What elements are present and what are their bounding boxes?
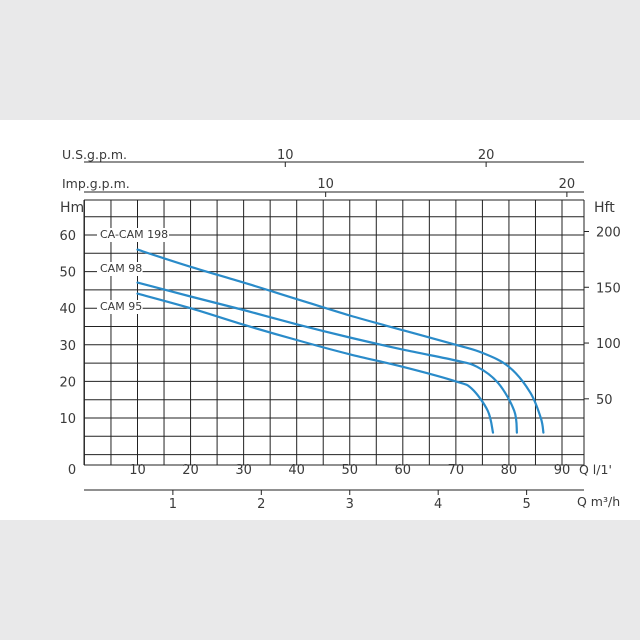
impgpm-tick-label: 10 (317, 177, 334, 192)
x-m3h-axis-label: Q m³/h (577, 494, 620, 509)
chart-panel: U.S.g.p.m. 10 20 Imp.g.p.m. 10 20 Hm 10 20 30 40 50… (0, 120, 640, 520)
x-m3h-tick-label: 4 (434, 497, 442, 512)
x-lpm-tick-label: 90 (554, 463, 571, 478)
x-lpm-axis-label: Q l/1' (579, 462, 612, 477)
y-right-tick-label: 150 (596, 281, 621, 296)
x-lpm-tick-label: 10 (129, 463, 146, 478)
x-lpm-tick-label: 40 (288, 463, 305, 478)
usgpm-axis-label: U.S.g.p.m. (62, 147, 127, 162)
x-lpm-tick-label: 0 (68, 463, 76, 478)
usgpm-tick-label: 20 (478, 148, 495, 163)
series-label-bg (97, 228, 169, 242)
y-left-tick-label: 10 (59, 412, 76, 427)
curve-ca-cam-198 (136, 248, 545, 434)
curve-cam-95 (136, 292, 495, 434)
impgpm-axis-label: Imp.g.p.m. (62, 176, 130, 191)
series-label: CAM 95 (100, 300, 142, 313)
usgpm-tick-label: 10 (277, 148, 294, 163)
x-lpm-tick-label: 60 (395, 463, 412, 478)
x-lpm-tick-label: 80 (501, 463, 518, 478)
x-m3h-tick-label: 2 (257, 497, 265, 512)
y-right-tick-label: 50 (596, 393, 613, 408)
x-lpm-tick-label: 20 (182, 463, 199, 478)
curve-cam-98 (136, 281, 518, 434)
y-left-tick-label: 50 (59, 266, 76, 281)
x-lpm-tick-label: 50 (341, 463, 358, 478)
y-right-axis-label: Hft (594, 200, 615, 216)
impgpm-tick-label: 20 (559, 177, 576, 192)
x-m3h-tick-label: 1 (169, 497, 177, 512)
series-label-bg (97, 262, 143, 276)
curves (136, 248, 545, 434)
x-m3h-tick-label: 5 (522, 497, 530, 512)
y-left-tick-label: 60 (59, 229, 76, 244)
series-label: CAM 98 (100, 262, 142, 275)
y-left-tick-label: 20 (59, 375, 76, 390)
y-right-tick-label: 100 (596, 337, 621, 352)
x-m3h-tick-label: 3 (346, 497, 354, 512)
y-left-tick-label: 30 (59, 339, 76, 354)
y-right-tick-label: 200 (596, 225, 621, 240)
series-label: CA-CAM 198 (100, 228, 168, 241)
x-lpm-tick-label: 30 (235, 463, 252, 478)
grid (83, 199, 585, 466)
x-lpm-tick-label: 70 (448, 463, 465, 478)
series-label-bg (97, 300, 143, 314)
y-left-axis-label: Hm (60, 200, 84, 216)
y-left-tick-label: 40 (59, 302, 76, 317)
